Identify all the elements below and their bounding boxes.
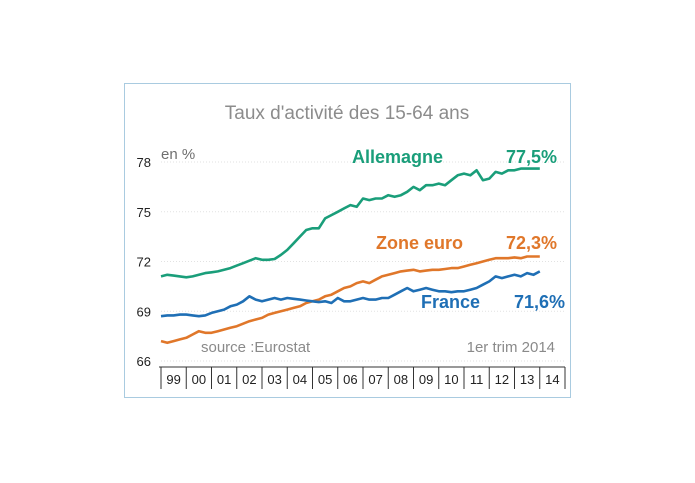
y-tick-label: 75 [137,205,151,220]
y-tick-label: 66 [137,354,151,369]
series-name-label: France [421,292,480,312]
series-name-label: Allemagne [352,147,443,167]
line-chart: Taux d'activité des 15-64 ans 66 69 72 75 78… [137,103,566,389]
x-tick-label: 06 [343,372,357,387]
chart-frame: Taux d'activité des 15-64 ans 66 69 72 75 78… [124,83,571,398]
series-value-label: 71,6% [514,292,565,312]
x-tick-label: 07 [368,372,382,387]
series-value-label: 77,5% [506,147,557,167]
x-axis: 99 00 01 02 03 04 05 06 07 08 09 10 11 12 13 14 [159,366,566,389]
x-tick-label: 09 [419,372,433,387]
series-line-allemagne [160,167,540,279]
source-note: source :Eurostat [201,339,311,356]
x-tick-label: 02 [242,372,256,387]
gridlines [161,161,565,362]
x-tick-label: 05 [318,372,332,387]
x-tick-label: 14 [545,372,559,387]
x-tick-label: 03 [267,372,281,387]
chart-title: Taux d'activité des 15-64 ans [225,103,469,124]
series-labels: Allemagne 77,5% Zone euro 72,3% France 71,6% [352,147,565,312]
x-tick-label: 12 [495,372,509,387]
series-value-label: 72,3% [506,233,557,253]
x-tick-label: 10 [444,372,458,387]
x-tick-label: 01 [217,372,231,387]
series-line-france [160,270,541,318]
y-tick-label: 69 [137,304,151,319]
series-name-label: Zone euro [376,233,463,253]
y-tick-label: 72 [137,255,151,270]
x-tick-label: 99 [166,372,180,387]
x-tick-label: 08 [394,372,408,387]
y-tick-labels: 66 69 72 75 78 [137,155,151,369]
series-lines [160,167,541,345]
y-tick-label: 78 [137,155,151,170]
series-line-zone-euro [160,255,540,345]
x-tick-label: 00 [192,372,206,387]
y-axis-label: en % [161,146,195,163]
x-tick-label: 11 [470,372,484,387]
x-tick-label: 13 [520,372,534,387]
period-note: 1er trim 2014 [467,339,555,356]
x-tick-label: 04 [293,372,307,387]
